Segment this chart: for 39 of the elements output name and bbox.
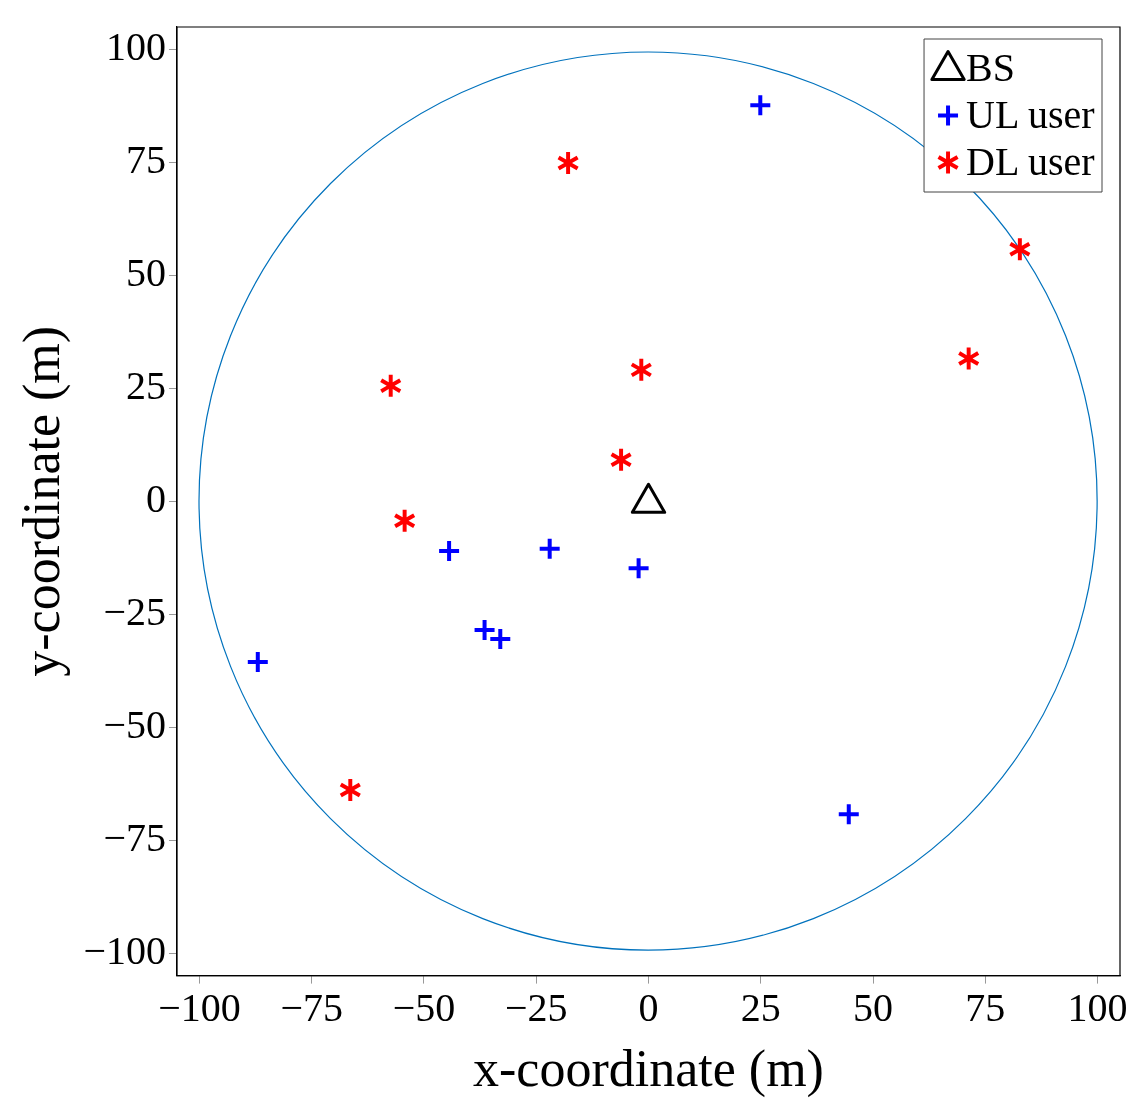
point: [610, 448, 632, 471]
point: [339, 778, 361, 801]
y-tick-label: 75: [125, 137, 166, 183]
point: [838, 804, 859, 825]
y-axis-title: y-coordinate (m): [12, 325, 71, 677]
x-tick-label: −75: [280, 985, 343, 1031]
y-tick-label: 50: [125, 249, 166, 295]
x-tick-label: 75: [965, 985, 1006, 1031]
y-tick-label: 100: [105, 24, 166, 70]
x-tick-label: 50: [853, 985, 894, 1031]
point: [628, 558, 649, 579]
point: [394, 509, 416, 532]
point: [490, 629, 511, 650]
x-tick-label: 25: [740, 985, 781, 1031]
x-tick-label: 0: [638, 985, 659, 1031]
point: [474, 620, 495, 641]
point: [247, 652, 268, 673]
x-axis-title: x-coordinate (m): [473, 1040, 824, 1099]
point: [630, 358, 652, 381]
point: [557, 151, 579, 174]
y-tick-label: 0: [145, 475, 166, 521]
x-tick-label: −50: [392, 985, 456, 1031]
point: [439, 540, 460, 561]
point: [539, 538, 560, 559]
x-tick-label: 100: [1067, 985, 1128, 1031]
legend-label: UL user: [966, 92, 1095, 137]
x-tick-label: −25: [504, 985, 568, 1031]
legend-label: BS: [966, 45, 1015, 90]
y-tick-label: −100: [83, 927, 166, 973]
point: [1009, 238, 1031, 261]
legend-label: DL user: [966, 139, 1095, 184]
x-tick-label: −100: [158, 985, 241, 1031]
point: [750, 95, 771, 116]
y-tick-label: 25: [125, 362, 166, 408]
y-tick-label: −75: [103, 814, 166, 860]
y-tick-label: −25: [103, 588, 166, 634]
point: [380, 374, 402, 397]
y-tick-label: −50: [103, 701, 166, 747]
point: [958, 347, 980, 370]
